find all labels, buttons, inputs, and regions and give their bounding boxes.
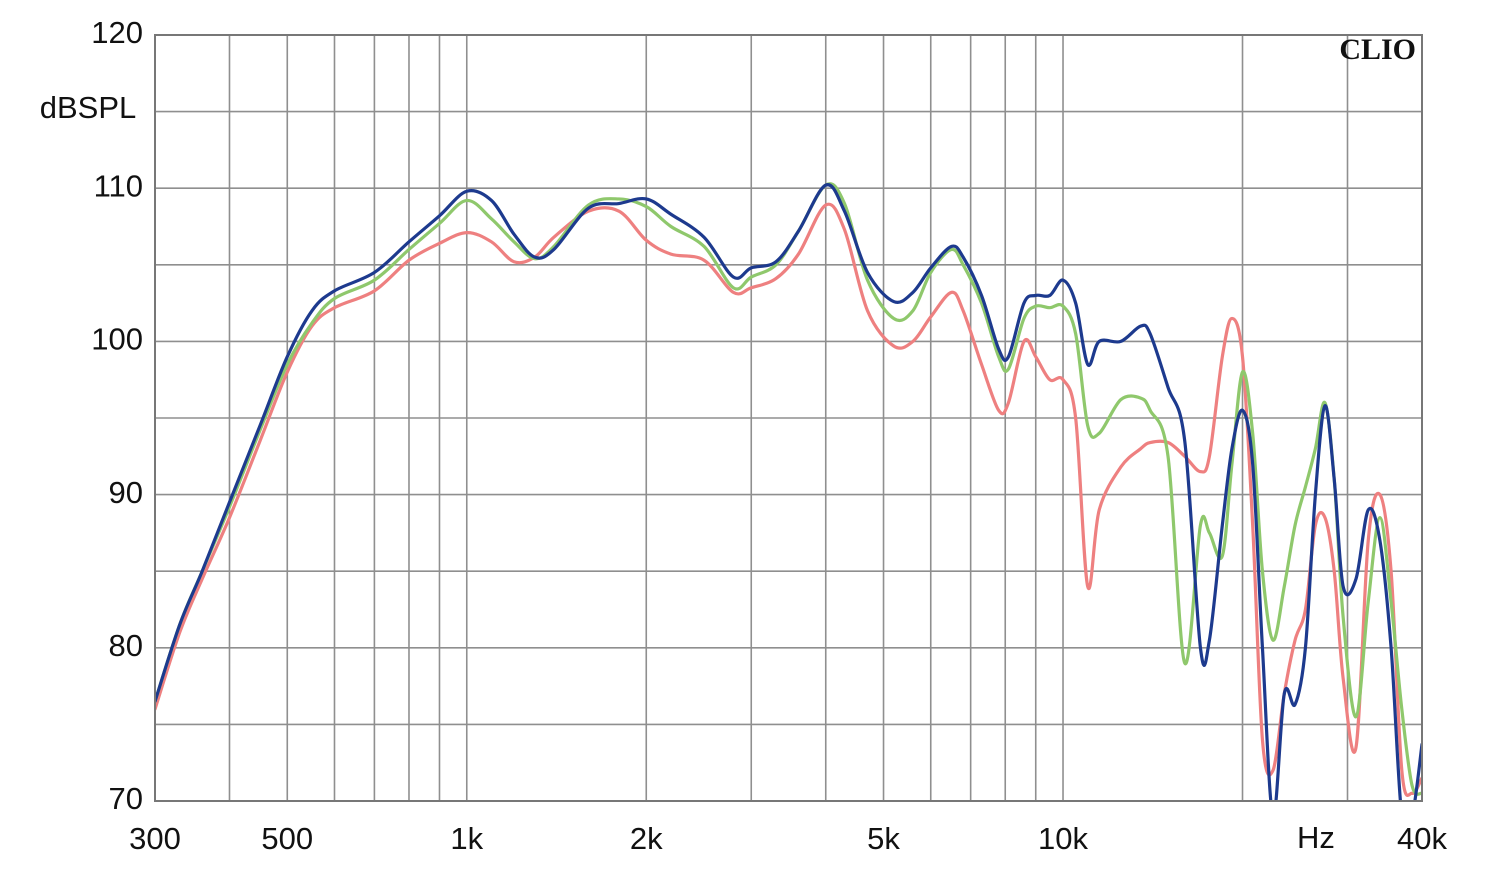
x-tick-label: 2k [630, 821, 663, 856]
x-axis-label: Hz [1297, 820, 1335, 855]
x-tick-label: 40k [1397, 821, 1447, 856]
response-curve [155, 182, 1422, 796]
y-tick-label: 90 [109, 475, 143, 510]
y-tick-label: 100 [91, 322, 143, 357]
y-tick-label: 80 [109, 628, 143, 663]
y-tick-label: 70 [109, 781, 143, 816]
watermark: CLIO [1339, 33, 1416, 66]
x-tick-label: 10k [1038, 821, 1088, 856]
plot-frame [154, 34, 1423, 802]
y-tick-label: 110 [94, 168, 143, 203]
x-tick-label: 5k [867, 821, 900, 856]
response-curve [155, 183, 1422, 801]
x-tick-label: 1k [450, 821, 483, 856]
tick-labels: 70 80 90 100 110 120 300 500 1k 2k 5k 10k 40k [91, 15, 1447, 856]
x-tick-label: 500 [261, 821, 313, 856]
y-tick-label: 120 [91, 15, 143, 50]
x-tick-label: 300 [129, 821, 181, 856]
y-axis-label: dBSPL [40, 90, 137, 125]
curves [155, 182, 1422, 801]
